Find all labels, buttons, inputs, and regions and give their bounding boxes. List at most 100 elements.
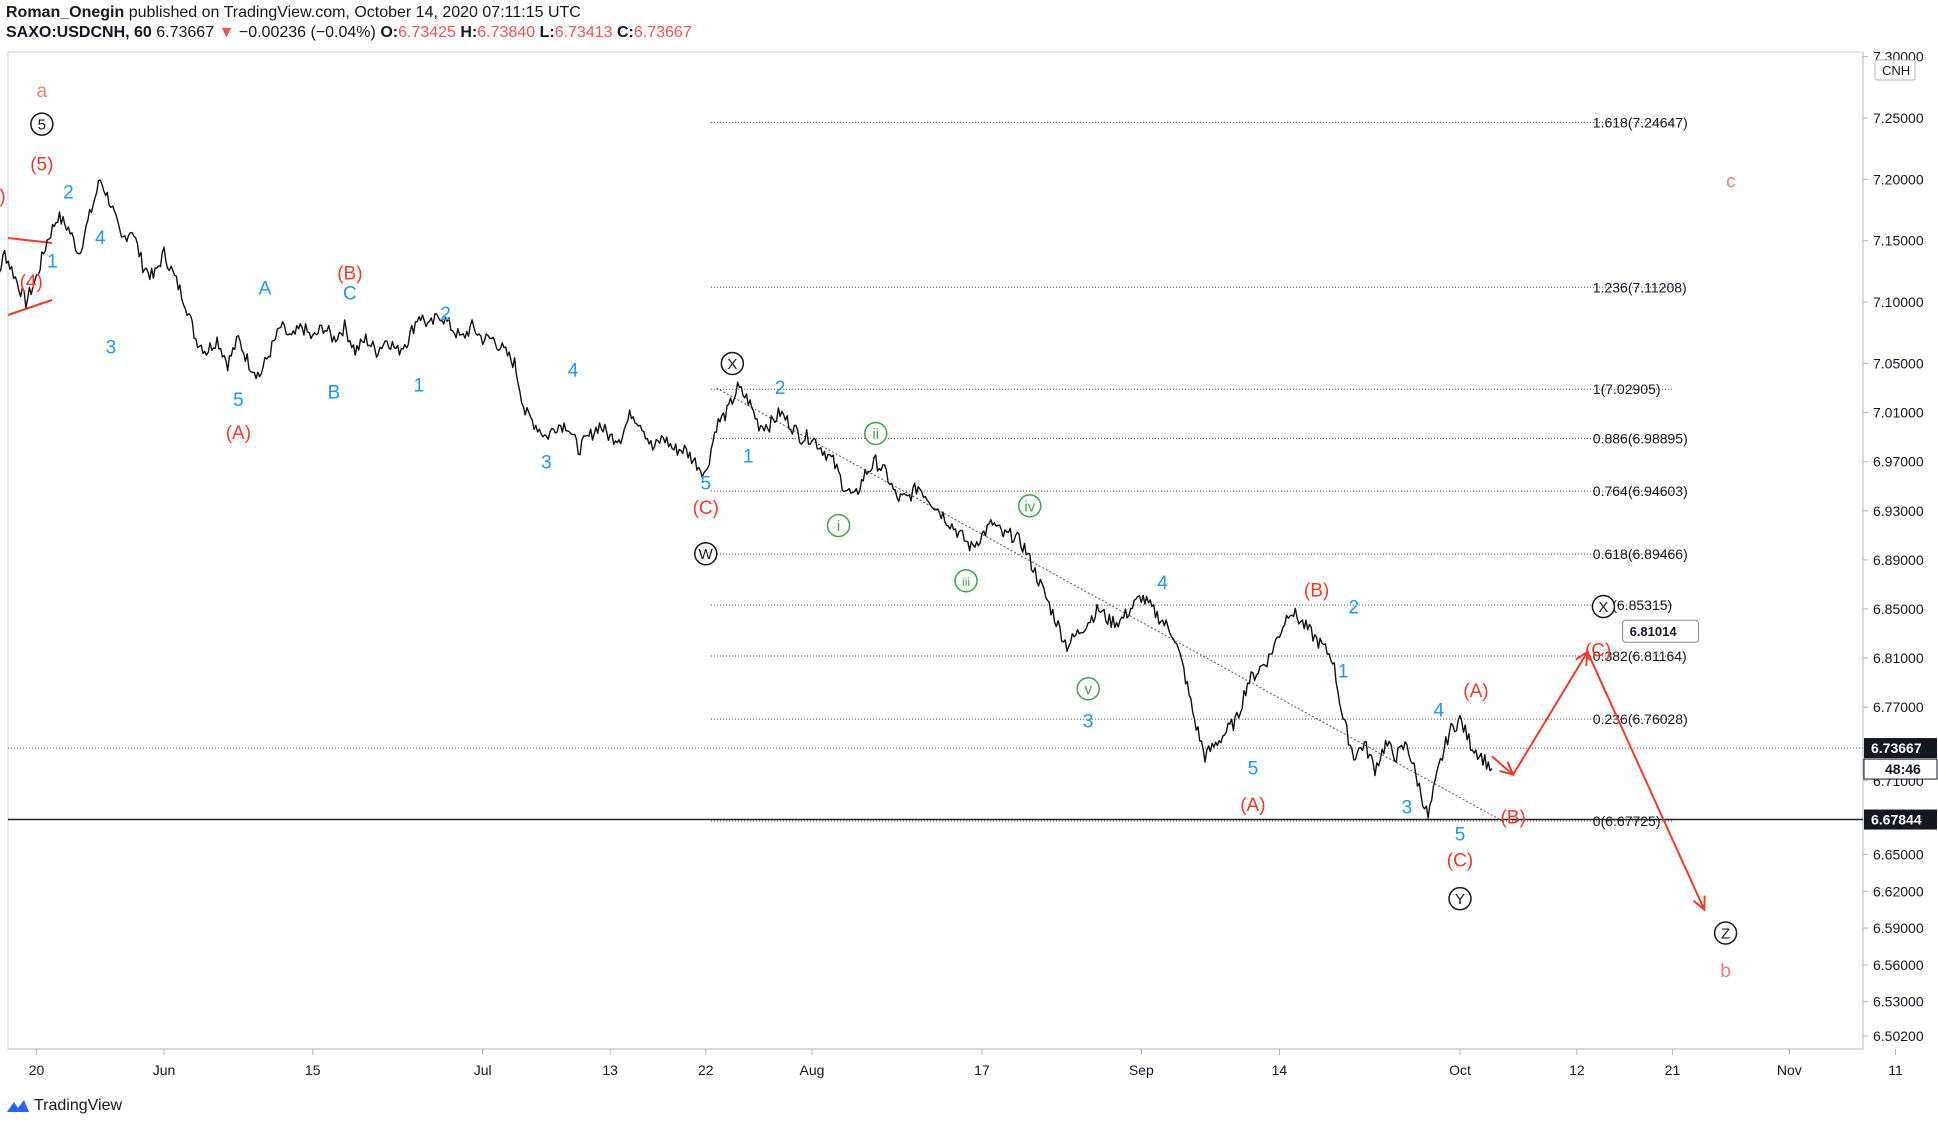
low-label: L:	[539, 24, 555, 41]
level-price-tag-label: 6.67844	[1871, 812, 1922, 828]
wave-label[interactable]: i	[837, 518, 840, 535]
last-price-tag-label: 6.73667	[1871, 740, 1922, 756]
wave-label[interactable]: 2	[63, 183, 74, 204]
countdown-tag-label: 48:46	[1885, 761, 1921, 777]
wave-label[interactable]: (5)	[30, 154, 53, 175]
published-text: published on TradingView.com, October 14…	[128, 4, 581, 21]
wave-label[interactable]: b	[1720, 961, 1731, 982]
projection-callout[interactable]	[1622, 619, 1700, 643]
wave-label-circle	[826, 513, 851, 538]
price-series-line	[0, 179, 1493, 819]
wave-label[interactable]: 5	[700, 474, 711, 495]
wave-label[interactable]: 3	[1083, 712, 1094, 733]
fib-level-label: 0(6.67725)	[1593, 813, 1661, 829]
wave-label[interactable]: 3	[1402, 798, 1413, 819]
wave-label[interactable]: B	[328, 383, 341, 404]
wave-label[interactable]: A	[259, 278, 272, 299]
forecast-path[interactable]	[1491, 649, 1706, 911]
x-tick-label: Aug	[800, 1062, 825, 1078]
wave-label[interactable]: 4	[1157, 573, 1168, 594]
wave-label-circle	[863, 421, 888, 446]
wave-label[interactable]: (A)	[1463, 681, 1488, 702]
fib-level-label: 1(7.02905)	[1593, 381, 1661, 397]
down-arrow-icon: ▼	[218, 24, 235, 41]
wave-label[interactable]: ii	[872, 426, 879, 443]
wave-label[interactable]: Y	[1455, 891, 1465, 908]
wave-label[interactable]: c	[1726, 172, 1736, 193]
wave-label-circle	[954, 568, 978, 593]
wave-label[interactable]: 1	[47, 251, 58, 272]
wave-label[interactable]: 3	[541, 453, 552, 474]
x-tick-label: Jun	[153, 1062, 176, 1078]
wave-label[interactable]: 5	[1248, 758, 1259, 779]
y-tick-label: 6.50200	[1873, 1028, 1924, 1044]
wave-label[interactable]: (A)	[226, 423, 251, 444]
triangle-lower-line[interactable]	[7, 299, 53, 316]
wave-label[interactable]: (B)	[1304, 580, 1329, 601]
high-value: 6.73840	[477, 24, 536, 41]
wave-label-circle	[1591, 594, 1616, 619]
x-tick-label: 14	[1272, 1062, 1288, 1078]
wave-label[interactable]: 5	[1455, 825, 1466, 846]
x-tick-label: Sep	[1129, 1062, 1154, 1078]
wave-label[interactable]: 5	[38, 117, 46, 134]
wave-label[interactable]: 2	[440, 304, 451, 325]
trend-line[interactable]	[716, 387, 1503, 822]
fib-level-label: 0.382(6.81164)	[1593, 648, 1687, 664]
wave-label[interactable]: 2	[1348, 598, 1359, 619]
wave-label-circle	[1018, 494, 1042, 518]
y-tick-label: 6.81000	[1873, 650, 1924, 666]
wave-label[interactable]: (3)	[0, 186, 6, 207]
wave-label-circle	[1448, 886, 1472, 911]
wave-label[interactable]: 4	[1433, 701, 1444, 722]
currency-badge-label: CNH	[1882, 63, 1910, 78]
wave-label[interactable]: X	[727, 356, 737, 373]
wave-label[interactable]: 4	[95, 228, 106, 249]
low-value: 6.73413	[554, 24, 613, 41]
tradingview-logo-icon	[7, 1100, 29, 1112]
wave-label[interactable]: 4	[568, 361, 579, 382]
wave-label[interactable]: X	[1598, 599, 1608, 616]
brand-name[interactable]: TradingView	[34, 1097, 123, 1114]
x-tick-label: 21	[1665, 1062, 1681, 1078]
wave-label[interactable]: (B)	[337, 264, 362, 285]
wave-label[interactable]: 3	[106, 337, 117, 358]
y-tick-label: 7.05000	[1873, 355, 1924, 371]
fib-level-label: 0.618(6.89466)	[1593, 546, 1688, 562]
wave-label[interactable]: (C)	[1447, 850, 1473, 871]
wave-label[interactable]: 1	[743, 447, 754, 468]
y-tick-label: 6.77000	[1873, 699, 1924, 715]
triangle-upper-line[interactable]	[7, 237, 53, 244]
author-name[interactable]: Roman_Onegin	[6, 4, 125, 21]
y-tick-label: 6.56000	[1873, 957, 1924, 973]
plot-area-frame[interactable]	[7, 51, 1864, 1050]
currency-badge[interactable]	[1874, 59, 1916, 81]
y-tick-label: 6.62000	[1873, 883, 1924, 899]
wave-label[interactable]: (A)	[1240, 795, 1265, 816]
wave-label[interactable]: 2	[775, 378, 786, 399]
wave-label[interactable]: a	[37, 81, 48, 102]
fib-level-label: 1.236(7.11208)	[1593, 279, 1687, 295]
x-tick-label: 11	[1888, 1062, 1903, 1078]
price-change: −0.00236 (−0.04%)	[238, 24, 376, 41]
wave-label[interactable]: (B)	[1500, 807, 1525, 828]
wave-label-circle	[1713, 921, 1738, 945]
wave-label[interactable]: v	[1084, 681, 1092, 698]
high-label: H:	[460, 24, 478, 41]
wave-label[interactable]: iii	[962, 575, 970, 589]
wave-label[interactable]: 5	[233, 390, 244, 411]
wave-label[interactable]: C	[343, 283, 357, 304]
wave-label[interactable]: iv	[1024, 498, 1035, 515]
y-tick-label: 6.85000	[1873, 601, 1924, 617]
fib-level-label: 0.886(6.98895)	[1593, 430, 1688, 446]
wave-label[interactable]: 1	[1338, 661, 1349, 682]
wave-label[interactable]: (C)	[693, 498, 719, 519]
wave-label[interactable]: Z	[1721, 926, 1730, 943]
y-tick-label: 6.53000	[1873, 994, 1924, 1010]
wave-label[interactable]: W	[699, 546, 714, 563]
wave-label[interactable]: (4)	[20, 272, 43, 293]
wave-label[interactable]: 1	[414, 375, 425, 396]
symbol-label[interactable]: SAXO:USDCNH, 60	[6, 24, 152, 41]
wave-label[interactable]: (C)	[1585, 640, 1611, 661]
